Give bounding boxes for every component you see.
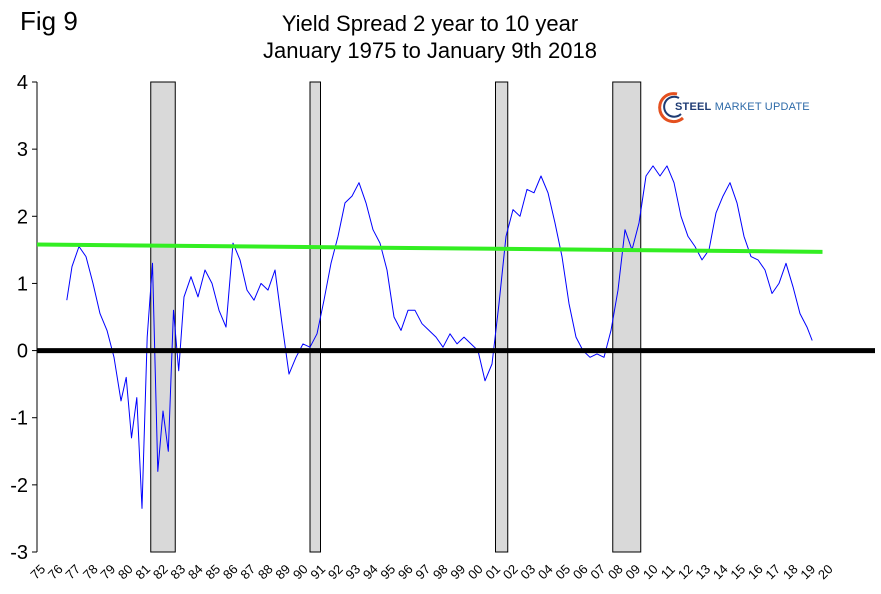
trend-line (36, 242, 823, 254)
logo-text-rest: MARKET UPDATE (711, 101, 810, 113)
logo-swoosh-icon (658, 92, 685, 124)
recession-band-2 (495, 81, 509, 553)
y-tick-label: 0 (17, 341, 28, 363)
y-tick-label: 1 (17, 273, 28, 295)
axes: -3-2-10123475767778798081828384858687888… (10, 72, 836, 582)
recession-band-3 (612, 81, 642, 553)
reference-lines (36, 242, 875, 354)
logo-text-bold: STEEL (675, 101, 712, 113)
series-layer (66, 165, 813, 509)
chart-subtitle: January 1975 to January 9th 2018 (263, 38, 597, 63)
y-tick-label: 3 (17, 139, 28, 161)
chart-title: Yield Spread 2 year to 10 year (281, 11, 579, 36)
y-tick-label: -3 (10, 542, 28, 564)
chart-title-block: Yield Spread 2 year to 10 year January 1… (220, 10, 640, 64)
recession-bands (150, 81, 642, 553)
y-tick-label: -2 (10, 475, 28, 497)
y-tick-label: 4 (17, 72, 28, 94)
recession-band-1 (309, 81, 321, 553)
steel-market-update-logo: STEEL MARKET UPDATE (655, 88, 855, 128)
yield-spread-series-line-0 (66, 165, 813, 509)
recession-band-0 (150, 81, 176, 553)
figure-label: Fig 9 (20, 6, 78, 36)
y-tick-label: -1 (10, 408, 28, 430)
logo-wordmark: STEEL MARKET UPDATE (675, 101, 810, 113)
y-tick-label: 2 (17, 206, 28, 228)
x-tick-label: 20 (815, 561, 836, 582)
